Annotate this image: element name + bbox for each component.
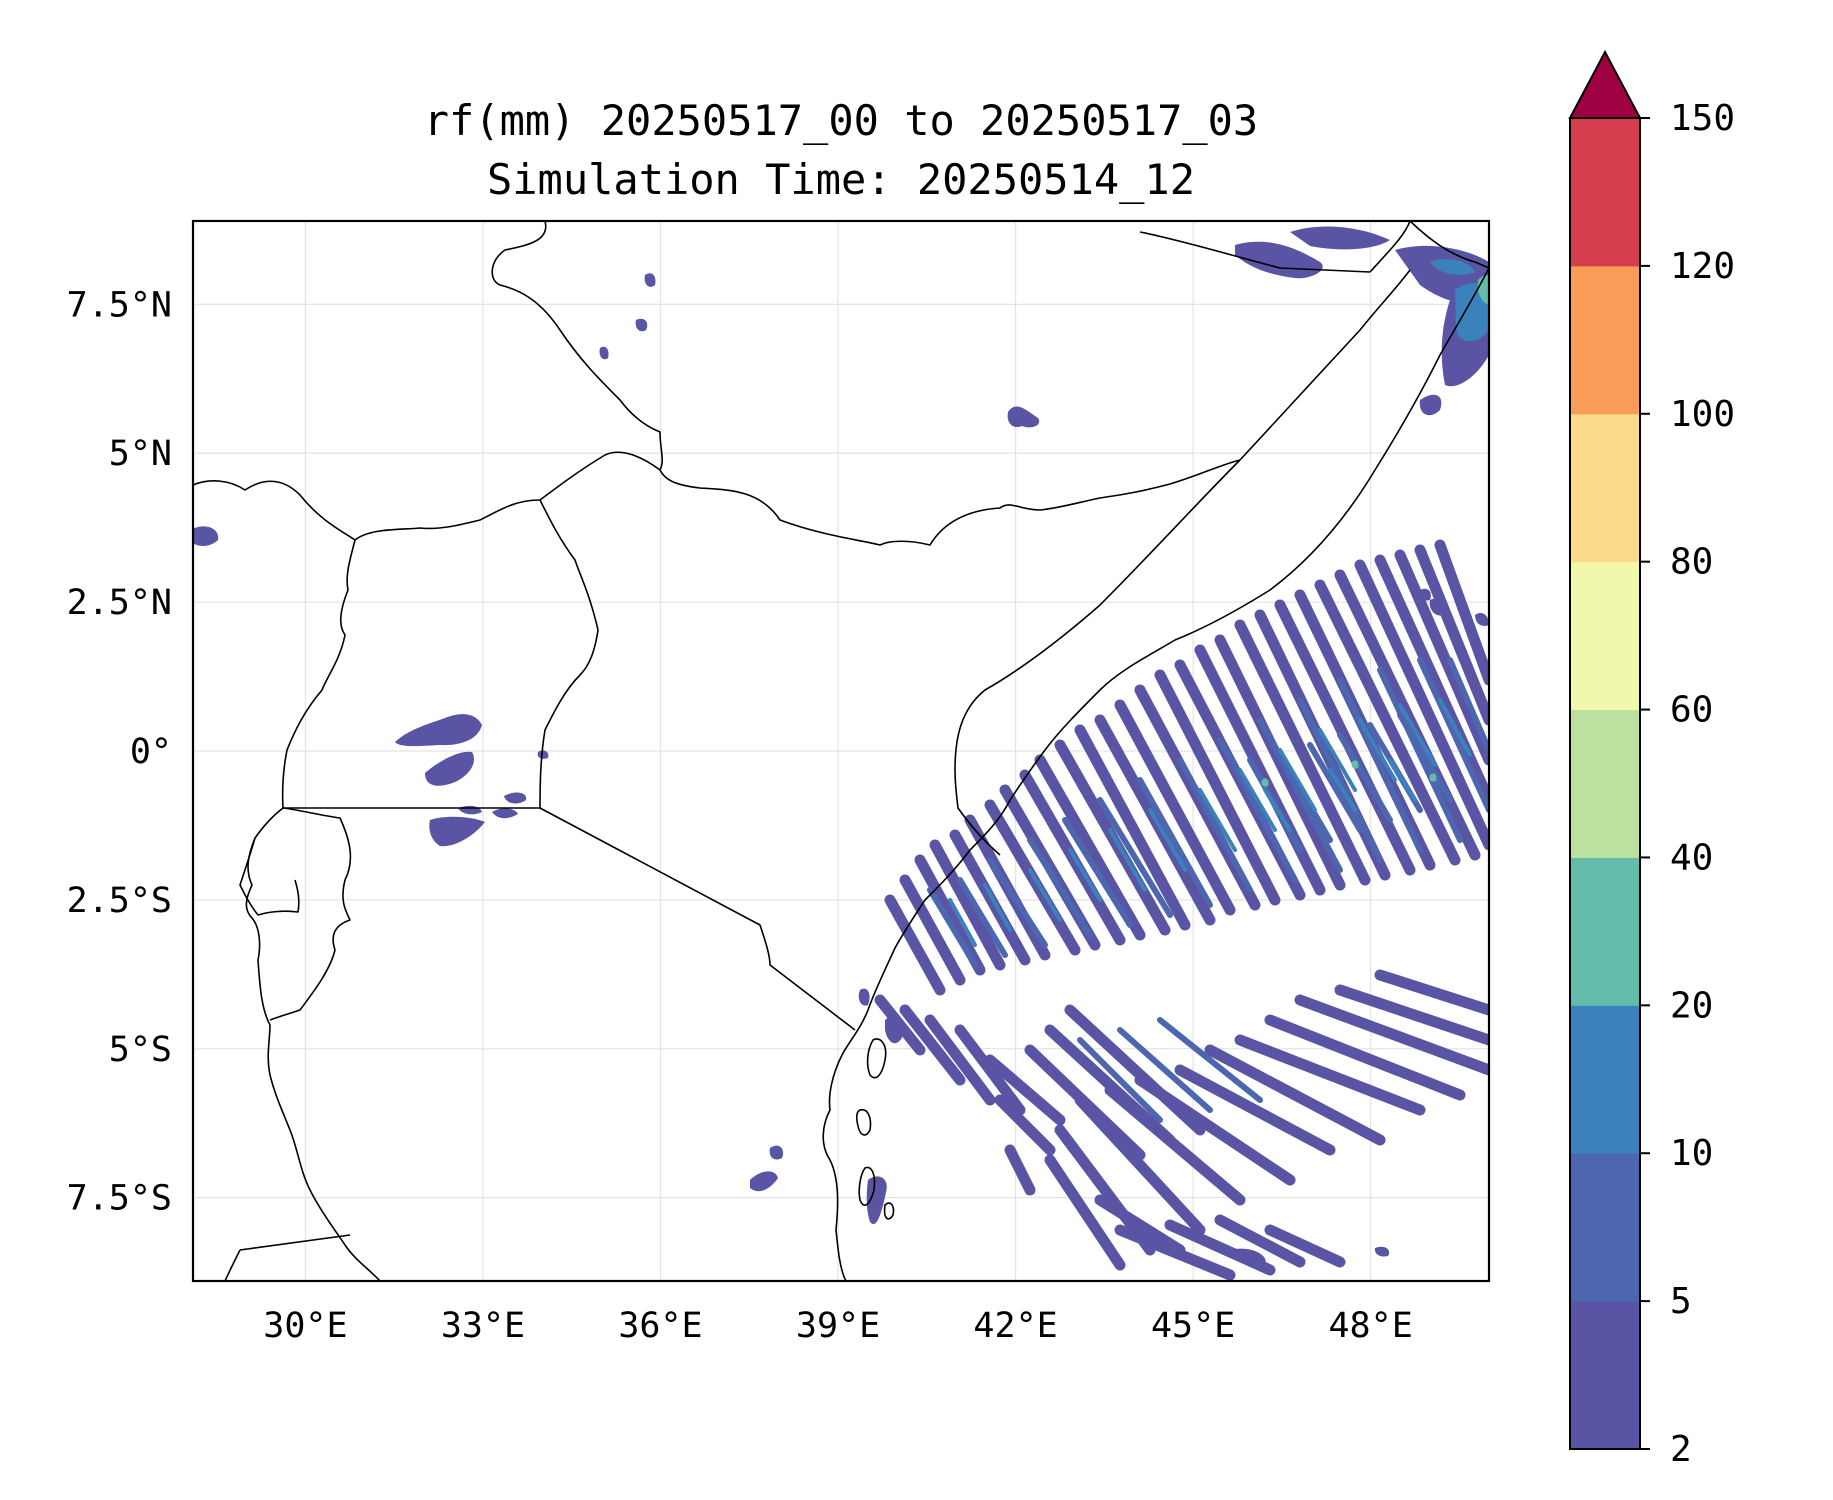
rainfall-patch: [1261, 760, 1437, 787]
colorbar-segment: [1570, 561, 1640, 711]
colorbar-tick-label: 60: [1670, 690, 1713, 731]
rainfall-patch: [193, 526, 549, 847]
rainfall-patch: [927, 657, 1489, 1123]
colorbar-tick-label: 10: [1670, 1133, 1713, 1174]
rainfall-patch: [948, 698, 1472, 947]
lon-tick-label: 33°E: [441, 1306, 525, 1346]
colorbar-segment: [1570, 857, 1640, 1006]
lon-tick-label: 42°E: [973, 1306, 1057, 1346]
lon-tick-label: 39°E: [796, 1306, 880, 1346]
longitude-tick-labels: 30°E 33°E 36°E 39°E 42°E 45°E 48°E: [263, 1306, 1413, 1346]
colorbar-extend-arrow: [1568, 49, 1642, 119]
colorbar: 2 5 10 20 40 60 80 100 120 150: [1568, 49, 1735, 1470]
lat-tick-label: 5°S: [109, 1030, 172, 1070]
coastline-and-borders: [193, 221, 1489, 1281]
colorbar-segment: [1570, 118, 1640, 267]
colorbar-tick-label: 120: [1670, 246, 1735, 287]
chart-title-line1: rf(mm) 20250517_00 to 20250517_03: [424, 96, 1258, 145]
latitude-tick-labels: 7.5°N 5°N 2.5°N 0° 2.5°S 5°S 7.5°S: [67, 285, 172, 1218]
colorbar-segments: [1570, 118, 1640, 1450]
colorbar-tick-label: 100: [1670, 394, 1735, 435]
lat-tick-label: 7.5°N: [67, 285, 172, 325]
lat-tick-label: 5°N: [109, 434, 172, 474]
colorbar-tick-label: 5: [1670, 1281, 1692, 1322]
lon-tick-label: 48°E: [1328, 1306, 1412, 1346]
colorbar-segment: [1570, 1301, 1640, 1450]
colorbar-tick-label: 150: [1670, 98, 1735, 139]
colorbar-segment: [1570, 1153, 1640, 1302]
colorbar-tick-label: 40: [1670, 837, 1713, 878]
colorbar-segment: [1570, 1005, 1640, 1154]
map-frame: [191, 219, 1491, 1283]
colorbar-segment: [1570, 265, 1640, 415]
rainfall-field: [193, 226, 1489, 1281]
colorbar-segment: [1570, 413, 1640, 563]
lat-tick-label: 2.5°S: [67, 881, 172, 921]
rainfall-patch: [858, 588, 1489, 1266]
map-panel: [193, 221, 1489, 1281]
lat-tick-label: 7.5°S: [67, 1179, 172, 1219]
colorbar-segment: [1570, 709, 1640, 858]
rainfall-patch: [599, 273, 1040, 1225]
lon-tick-label: 30°E: [263, 1306, 347, 1346]
colorbar-tick-label: 20: [1670, 985, 1713, 1026]
colorbar-tick-labels: 2 5 10 20 40 60 80 100 120 150: [1640, 98, 1735, 1470]
colorbar-tick-label: 2: [1670, 1429, 1692, 1470]
lat-tick-label: 0°: [130, 732, 172, 772]
lat-tick-label: 2.5°N: [67, 583, 172, 623]
colorbar-frame: [1569, 117, 1641, 1450]
colorbar-tick-label: 80: [1670, 542, 1713, 583]
chart-title-line2: Simulation Time: 20250514_12: [487, 155, 1195, 204]
rainfall-patch: [1430, 259, 1489, 342]
lon-tick-label: 45°E: [1151, 1306, 1235, 1346]
lon-tick-label: 36°E: [618, 1306, 702, 1346]
